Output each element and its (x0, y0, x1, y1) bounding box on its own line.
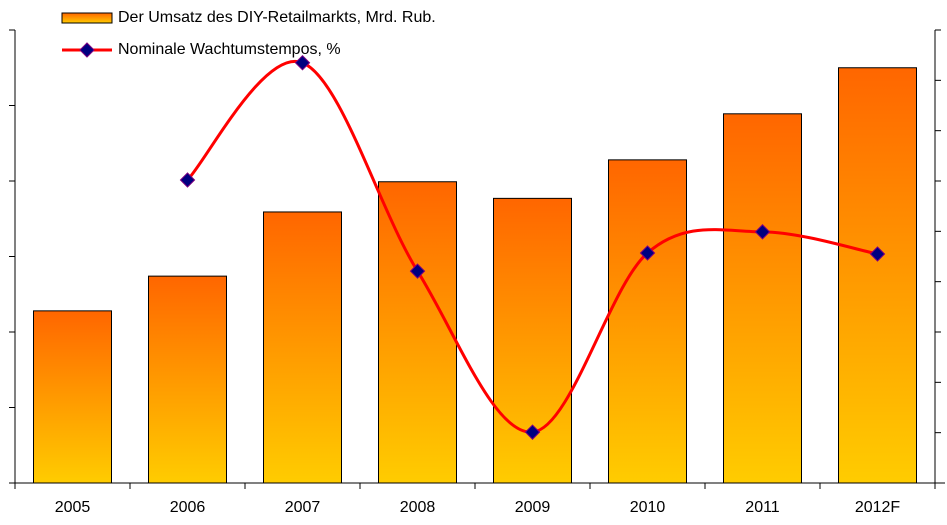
line-marker (639, 245, 656, 261)
line-marker (524, 424, 541, 440)
legend-label: Nominale Wachtumstempos, % (118, 41, 341, 58)
line-marker (754, 224, 771, 240)
legend-marker (79, 42, 95, 58)
legend-label: Der Umsatz des DIY-Retailmarkts, Mrd. Ru… (118, 9, 436, 26)
x-tick-label: 2012F (855, 499, 901, 516)
bar (838, 67, 917, 484)
x-tick-label: 2010 (630, 499, 666, 516)
bar (148, 275, 227, 484)
line-marker (294, 54, 311, 71)
x-tick-label: 2011 (745, 499, 780, 516)
bar (378, 181, 457, 484)
x-tick-label: 2006 (170, 499, 206, 516)
bar (33, 310, 112, 484)
bar (723, 113, 802, 484)
line-marker (409, 263, 426, 279)
line-marker (869, 246, 886, 262)
legend-swatch (61, 12, 113, 24)
x-tick-label: 2007 (285, 499, 321, 516)
x-tick-label: 2008 (400, 499, 436, 516)
bar (493, 197, 572, 484)
line-marker (179, 172, 196, 188)
bar (608, 159, 687, 484)
x-tick-label: 2005 (55, 499, 91, 516)
bar (263, 211, 342, 484)
x-tick-label: 2009 (515, 499, 551, 516)
